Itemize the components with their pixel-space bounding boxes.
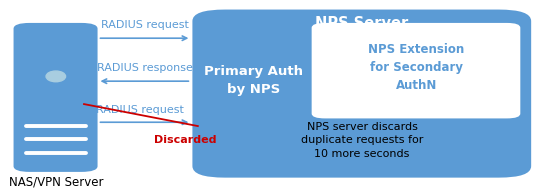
Text: NPS Server: NPS Server xyxy=(315,16,409,31)
Text: RADIUS request: RADIUS request xyxy=(96,105,184,115)
FancyBboxPatch shape xyxy=(312,23,520,118)
Text: NPS Extension
for Secondary
AuthN: NPS Extension for Secondary AuthN xyxy=(368,43,464,92)
Text: Primary Auth
by NPS: Primary Auth by NPS xyxy=(204,65,303,96)
Ellipse shape xyxy=(46,71,66,82)
Text: RADIUS request: RADIUS request xyxy=(101,20,189,30)
FancyBboxPatch shape xyxy=(192,10,531,178)
Text: NAS/VPN Server: NAS/VPN Server xyxy=(9,176,103,189)
Text: NPS server discards
duplicate requests for
10 more seconds: NPS server discards duplicate requests f… xyxy=(301,122,423,159)
Text: RADIUS response: RADIUS response xyxy=(97,63,192,73)
FancyBboxPatch shape xyxy=(14,23,98,172)
Text: Discarded: Discarded xyxy=(154,135,217,145)
